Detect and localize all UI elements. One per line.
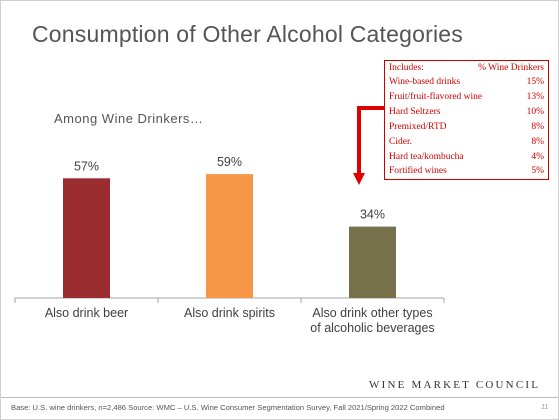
data-label: 34% xyxy=(360,208,385,222)
category-label: Also drink other types xyxy=(312,306,432,320)
page-number: 11 xyxy=(541,404,549,411)
callout-row-value: 5% xyxy=(531,166,544,176)
callout-header-label: Includes: xyxy=(389,63,424,73)
callout-row-label: Wine-based drinks xyxy=(389,77,461,87)
bar xyxy=(349,226,396,298)
callout-row-value: 4% xyxy=(531,152,544,162)
bar xyxy=(206,174,253,298)
callout-row: Premixed/RTD 8% xyxy=(389,121,544,134)
callout-header-row: Includes: % Wine Drinkers xyxy=(389,62,544,75)
callout-row-label: Cider. xyxy=(389,137,412,147)
callout-row-label: Fortified wines xyxy=(389,166,447,176)
callout-row: Hard tea/kombucha 4% xyxy=(389,151,544,164)
callout-row: Cider. 8% xyxy=(389,136,544,149)
category-label: of alcoholic beverages xyxy=(310,321,434,335)
chart-subtitle: Among Wine Drinkers… xyxy=(54,111,204,126)
callout-row: Hard Seltzers 10% xyxy=(389,106,544,119)
footer-divider xyxy=(1,397,558,398)
category-label: Also drink beer xyxy=(45,306,128,320)
callout-row: Wine-based drinks 15% xyxy=(389,76,544,89)
includes-callout-box: Includes: % Wine Drinkers Wine-based dri… xyxy=(384,60,549,180)
callout-row: Fortified wines 5% xyxy=(389,165,544,178)
callout-row-value: 15% xyxy=(526,77,544,87)
callout-row: Fruit/fruit-flavored wine 13% xyxy=(389,91,544,104)
callout-arrow-line xyxy=(357,106,384,173)
callout-row-value: 13% xyxy=(526,92,544,102)
data-label: 57% xyxy=(74,159,99,173)
callout-row-value: 8% xyxy=(531,122,544,132)
callout-row-label: Premixed/RTD xyxy=(389,122,447,132)
source-footnote: Base: U.S. wine drinkers, n=2,486 Source… xyxy=(11,403,445,412)
slide-title: Consumption of Other Alcohol Categories xyxy=(32,21,463,47)
callout-row-label: Hard Seltzers xyxy=(389,107,441,117)
callout-header-value: % Wine Drinkers xyxy=(478,63,544,73)
callout-arrow-head xyxy=(353,173,365,185)
callout-row-label: Hard tea/kombucha xyxy=(389,152,464,162)
category-label: Also drink spirits xyxy=(184,306,275,320)
callout-row-label: Fruit/fruit-flavored wine xyxy=(389,92,483,102)
callout-row-value: 8% xyxy=(531,137,544,147)
bar xyxy=(63,178,110,298)
callout-row-value: 10% xyxy=(526,107,544,117)
data-label: 59% xyxy=(217,155,242,169)
wine-market-council-logo: WINE MARKET COUNCIL xyxy=(369,379,541,391)
